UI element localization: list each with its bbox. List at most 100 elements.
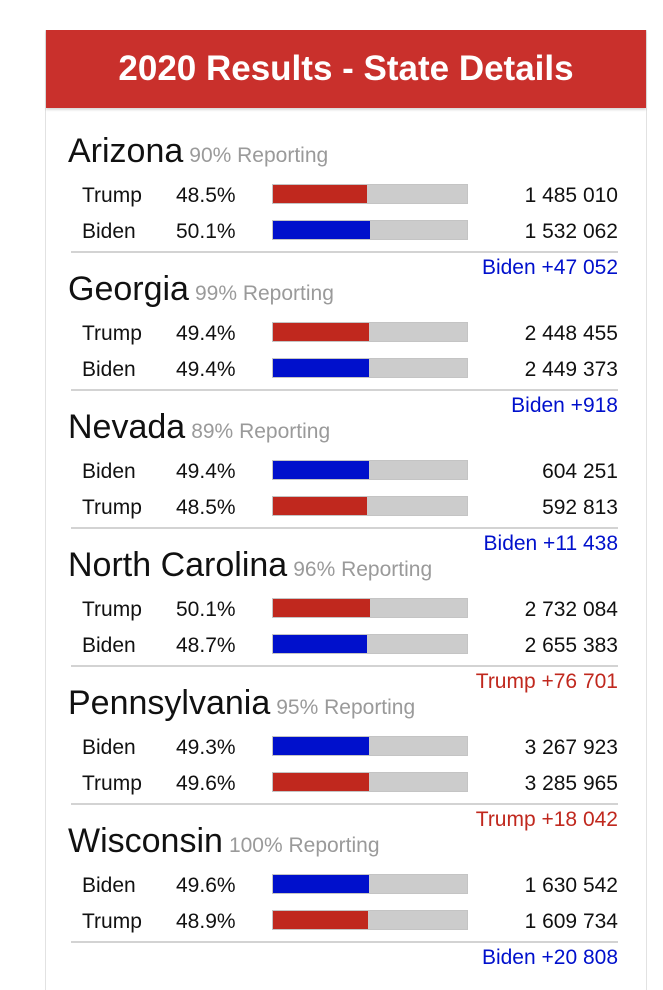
vote-count: 3 267 923 (524, 736, 618, 759)
vote-share-fill (273, 737, 369, 755)
vote-share-fill (273, 461, 369, 479)
candidate-name: Biden (82, 634, 136, 657)
vote-share-bar (272, 910, 468, 930)
vote-percent: 49.6% (176, 772, 236, 795)
state-section: Wisconsin 100% Reporting Biden 49.6% 1 630 5… (46, 822, 646, 969)
candidate-name: Biden (82, 220, 136, 243)
vote-percent: 48.5% (176, 496, 236, 519)
state-name: Wisconsin (68, 822, 223, 860)
candidate-row: Biden 49.4% 604 251 (46, 454, 646, 490)
lead-margin: Biden +47 052 (481, 256, 618, 279)
vote-share-bar (272, 460, 468, 480)
candidate-name: Biden (82, 736, 136, 759)
candidate-row: Trump 49.6% 3 285 965 (46, 766, 646, 802)
vote-count: 592 813 (542, 496, 618, 519)
divider (71, 941, 618, 943)
state-section: Nevada 89% Reporting Biden 49.4% 604 251 Trum… (46, 408, 646, 555)
candidate-name: Biden (82, 874, 136, 897)
vote-percent: 48.9% (176, 910, 236, 933)
vote-share-bar (272, 184, 468, 204)
candidate-row: Trump 48.5% 1 485 010 (46, 178, 646, 214)
state-name: Georgia (68, 270, 189, 308)
results-card: 2020 Results - State Details Arizona 90% … (45, 30, 647, 990)
state-section: North Carolina 96% Reporting Trump 50.1% 2 7… (46, 546, 646, 693)
vote-count: 2 449 373 (524, 358, 618, 381)
state-title: Georgia 99% Reporting (68, 270, 334, 309)
vote-count: 1 485 010 (524, 184, 618, 207)
state-title: Wisconsin 100% Reporting (68, 822, 380, 861)
divider (71, 251, 618, 253)
state-title: Arizona 90% Reporting (68, 132, 328, 171)
candidate-name: Biden (82, 358, 136, 381)
candidate-name: Biden (82, 460, 136, 483)
vote-share-bar (272, 598, 468, 618)
state-title: Pennsylvania 95% Reporting (68, 684, 415, 723)
divider (71, 665, 618, 667)
vote-share-fill (273, 911, 368, 929)
lead-margin: Biden +11 438 (483, 532, 618, 555)
vote-share-bar (272, 322, 468, 342)
reporting-status: 95% Reporting (276, 696, 416, 719)
reporting-status: 90% Reporting (189, 144, 329, 167)
candidate-name: Trump (82, 322, 142, 345)
state-section: Georgia 99% Reporting Trump 49.4% 2 448 455 B… (46, 270, 646, 417)
state-list: Arizona 90% Reporting Trump 48.5% 1 485 010 B… (46, 132, 646, 969)
state-name: Arizona (68, 132, 184, 170)
vote-count: 2 732 084 (524, 598, 618, 621)
vote-count: 2 655 383 (524, 634, 618, 657)
vote-share-bar (272, 634, 468, 654)
vote-share-fill (273, 875, 370, 893)
candidate-row: Biden 50.1% 1 532 062 (46, 214, 646, 250)
candidate-row: Biden 48.7% 2 655 383 (46, 628, 646, 664)
state-title: Nevada 89% Reporting (68, 408, 330, 447)
vote-count: 1 609 734 (524, 910, 618, 933)
reporting-status: 100% Reporting (228, 834, 380, 857)
state-title: North Carolina 96% Reporting (68, 546, 432, 585)
vote-percent: 50.1% (176, 220, 236, 243)
vote-share-fill (273, 185, 368, 203)
lead-margin: Trump +76 701 (475, 670, 618, 693)
vote-percent: 49.4% (176, 460, 236, 483)
vote-count: 1 630 542 (524, 874, 618, 897)
vote-share-fill (273, 635, 368, 653)
vote-share-fill (273, 323, 369, 341)
lead-margin: Biden +918 (511, 394, 618, 417)
candidate-row: Trump 48.5% 592 813 (46, 490, 646, 526)
vote-percent: 48.7% (176, 634, 236, 657)
vote-share-bar (272, 496, 468, 516)
state-section: Arizona 90% Reporting Trump 48.5% 1 485 010 B… (46, 132, 646, 279)
page-title: 2020 Results - State Details (118, 49, 574, 88)
candidate-name: Trump (82, 184, 142, 207)
candidate-row: Trump 49.4% 2 448 455 (46, 316, 646, 352)
vote-count: 604 251 (542, 460, 618, 483)
state-section: Pennsylvania 95% Reporting Biden 49.3% 3 267… (46, 684, 646, 831)
vote-count: 2 448 455 (524, 322, 618, 345)
vote-percent: 49.4% (176, 358, 236, 381)
vote-share-fill (273, 497, 368, 515)
state-name: Pennsylvania (68, 684, 271, 722)
state-name: North Carolina (68, 546, 288, 584)
vote-percent: 49.4% (176, 322, 236, 345)
candidate-row: Trump 48.9% 1 609 734 (46, 904, 646, 940)
candidate-name: Trump (82, 598, 142, 621)
vote-count: 3 285 965 (524, 772, 618, 795)
divider (71, 803, 618, 805)
vote-share-bar (272, 874, 468, 894)
vote-share-bar (272, 736, 468, 756)
candidate-row: Biden 49.6% 1 630 542 (46, 868, 646, 904)
vote-percent: 49.3% (176, 736, 236, 759)
state-name: Nevada (68, 408, 186, 446)
results-header: 2020 Results - State Details (46, 30, 646, 108)
vote-count: 1 532 062 (524, 220, 618, 243)
vote-percent: 50.1% (176, 598, 236, 621)
divider (71, 389, 618, 391)
vote-share-fill (273, 773, 370, 791)
vote-percent: 48.5% (176, 184, 236, 207)
vote-share-bar (272, 358, 468, 378)
vote-share-fill (273, 221, 371, 239)
reporting-status: 99% Reporting (194, 282, 334, 305)
divider (71, 527, 618, 529)
vote-share-fill (273, 359, 369, 377)
candidate-name: Trump (82, 496, 142, 519)
candidate-row: Biden 49.3% 3 267 923 (46, 730, 646, 766)
